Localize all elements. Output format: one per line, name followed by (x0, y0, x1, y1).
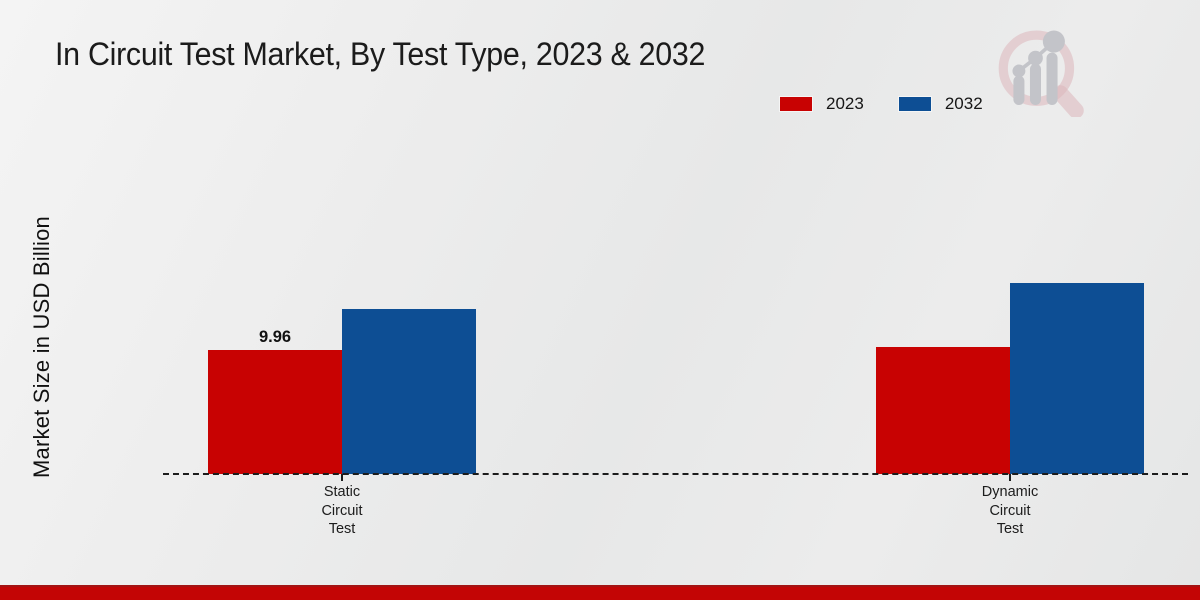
category-label-dynamic-circuit-test: Dynamic Circuit Test (981, 484, 1039, 537)
footer-accent-bar (0, 585, 1200, 600)
bar-2023-dynamic-circuit-test (876, 347, 1010, 474)
legend-label-2023: 2023 (826, 94, 864, 113)
bar-2032-dynamic-circuit-test (1010, 283, 1144, 474)
legend-label-2032: 2032 (944, 94, 983, 113)
bar-2032-static-circuit-test (342, 309, 476, 474)
legend-swatch-2023-icon (779, 96, 813, 112)
chart-title: In Circuit Test Market, By Test Type, 20… (55, 36, 706, 72)
legend-swatch-2032-icon (897, 96, 932, 112)
magnifier-barchart-watermark-icon (998, 30, 1084, 117)
legend: 2023 2032 (779, 94, 983, 114)
bar-value-label: 9.96 (258, 328, 292, 346)
bar-2023-static-circuit-test (208, 350, 342, 474)
x-axis-tick (1009, 474, 1011, 481)
legend-item-2023: 2023 (779, 94, 864, 114)
x-axis-baseline (163, 473, 1188, 475)
x-axis-tick (341, 474, 343, 481)
legend-item-2032: 2032 (897, 94, 983, 114)
category-label-static-circuit-test: Static Circuit Test (321, 484, 363, 537)
